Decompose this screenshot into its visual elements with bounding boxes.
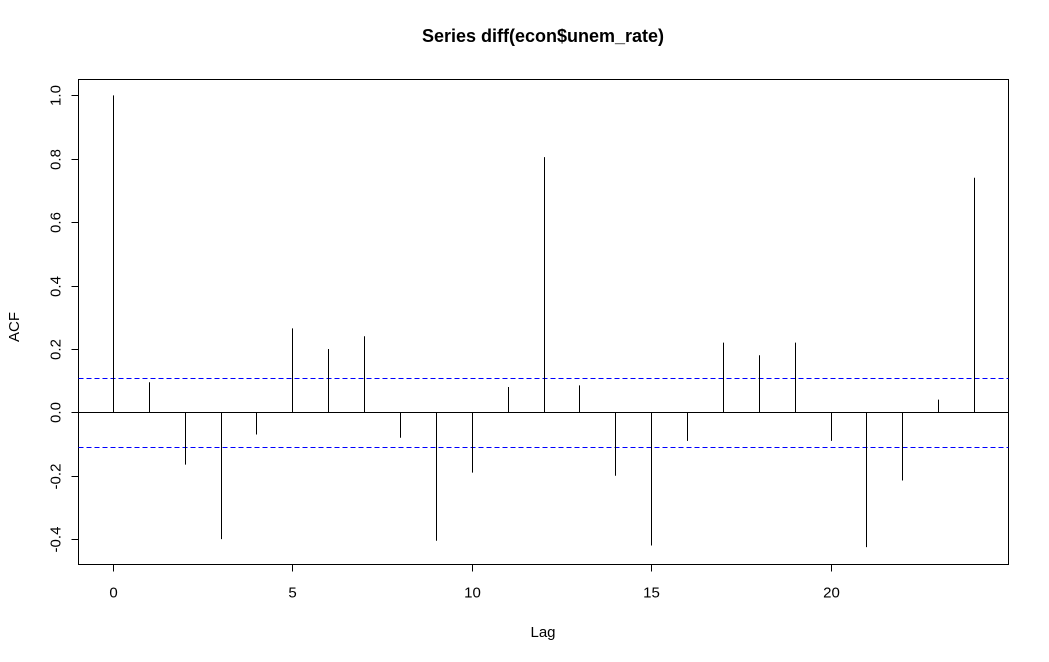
x-tick-label: 5 xyxy=(288,585,296,602)
plot-box xyxy=(78,79,1009,565)
chart-title: Series diff(econ$unem_rate) xyxy=(422,26,664,46)
x-tick-label: 20 xyxy=(823,585,840,602)
y-tick-label: -0.2 xyxy=(47,464,64,490)
x-tick-label: 0 xyxy=(109,585,117,602)
y-tick-label: -0.4 xyxy=(47,527,64,553)
y-tick-label: 1.0 xyxy=(47,85,64,106)
y-tick-label: 0.0 xyxy=(47,402,64,423)
y-tick-label: 0.4 xyxy=(47,276,64,297)
x-axis-label: Lag xyxy=(530,624,555,641)
y-tick-label: 0.6 xyxy=(47,212,64,233)
x-axis: 0 5 10 15 20 xyxy=(109,564,840,602)
y-axis: -0.4 -0.2 0.0 0.2 0.4 0.6 0.8 1.0 xyxy=(47,85,79,553)
y-axis-label: ACF xyxy=(6,312,23,342)
y-tick-label: 0.2 xyxy=(47,339,64,360)
y-tick-label: 0.8 xyxy=(47,149,64,170)
x-tick-label: 15 xyxy=(643,585,660,602)
x-tick-label: 10 xyxy=(464,585,481,602)
acf-bars xyxy=(113,95,975,548)
